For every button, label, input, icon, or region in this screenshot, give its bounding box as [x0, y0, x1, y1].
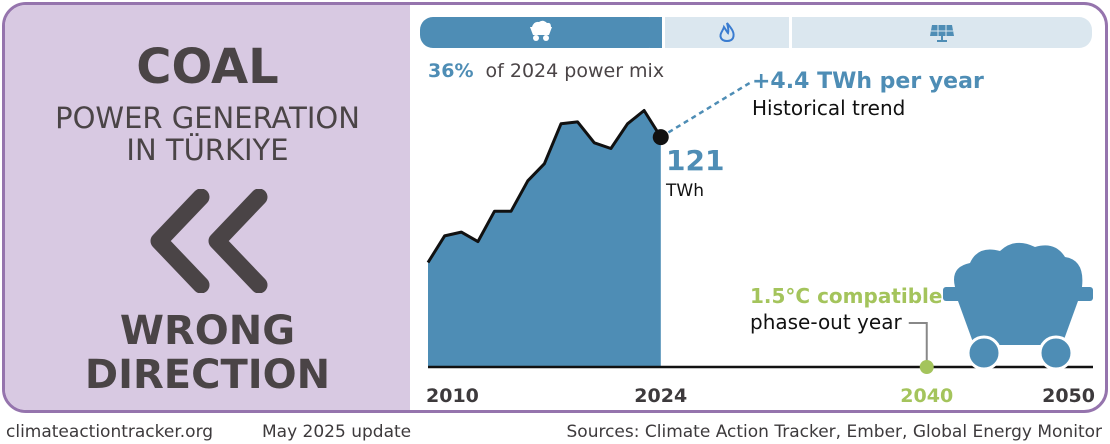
- coal-cart-icon: [530, 20, 552, 41]
- x-tick-2040: 2040: [900, 385, 953, 407]
- generation-line: [426, 109, 663, 264]
- generation-area: [428, 110, 661, 367]
- latest-data-point: [652, 129, 669, 146]
- x-tick-2024: 2024: [634, 385, 687, 407]
- share-text: of 2024 power mix: [486, 60, 665, 82]
- x-tick-2010: 2010: [426, 385, 479, 407]
- phaseout-label: phase-out year: [750, 310, 902, 334]
- share-value: 36%: [428, 60, 473, 82]
- solar-panel-icon: [930, 25, 954, 42]
- phaseout-value: 1.5°C compatible: [750, 284, 942, 308]
- x-tick-2050: 2050: [1042, 385, 1095, 407]
- double-chevron-left-icon: [150, 189, 268, 293]
- trend-value: +4.4 TWh per year: [752, 69, 984, 94]
- verdict-line-2: DIRECTION: [84, 352, 331, 398]
- trend-label: Historical trend: [752, 96, 905, 120]
- footer-website[interactable]: climateactiontracker.org: [6, 422, 214, 442]
- coal-cart-illustration: [943, 242, 1093, 371]
- footer-sources: Sources: Climate Action Tracker, Ember, …: [566, 422, 1103, 442]
- subtitle-line-1: POWER GENERATION: [55, 101, 360, 135]
- last-value-unit: TWh: [665, 181, 704, 201]
- left-panel: COAL POWER GENERATION IN TÜRKIYE WRONG D…: [5, 5, 410, 410]
- trend-line: [660, 80, 754, 139]
- footer-update: May 2025 update: [262, 422, 412, 442]
- flame-icon: [719, 22, 735, 42]
- subtitle-line-2: IN TÜRKIYE: [126, 133, 289, 167]
- last-value: 121: [666, 144, 724, 177]
- verdict-line-1: WRONG: [119, 308, 296, 354]
- svg-text:36% of 2024 power mix: 36% of 2024 power mix: [428, 60, 664, 82]
- infographic-frame: COAL POWER GENERATION IN TÜRKIYE WRONG D…: [2, 2, 1108, 413]
- chart-area: 36% of 2024 power mix +4.4 TWh per year …: [420, 17, 1095, 407]
- sector-title: COAL: [136, 39, 279, 95]
- phaseout-marker: [919, 360, 934, 374]
- phaseout-leader-line: [908, 322, 928, 361]
- sector-tab-bar[interactable]: [420, 17, 1092, 48]
